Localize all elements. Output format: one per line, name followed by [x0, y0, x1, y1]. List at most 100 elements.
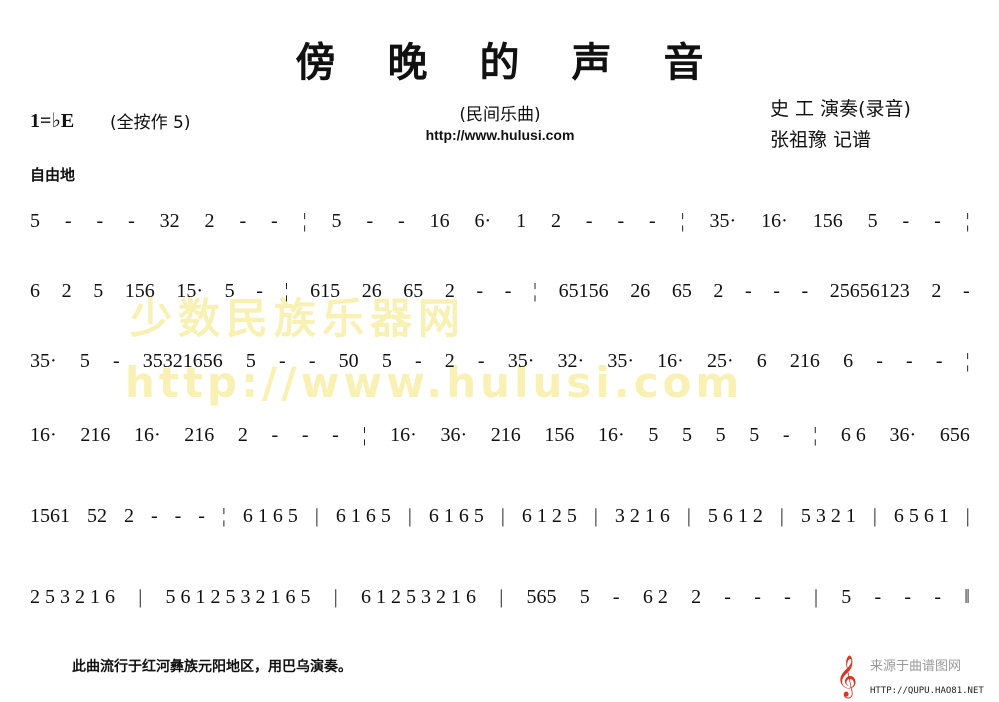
source-url: http://www.hulusi.com — [425, 127, 575, 143]
note-group: - — [112, 350, 120, 372]
note-group: - — [773, 280, 780, 302]
note-group: 16· — [133, 424, 161, 446]
fingering-note: (全按作 5) — [110, 113, 191, 133]
note-group: 5 — [79, 350, 90, 372]
note-group: 35· — [709, 210, 737, 232]
barline: | — [314, 505, 319, 527]
note-group: - — [801, 280, 809, 302]
note-group: 3 2 1 6 — [614, 505, 670, 527]
barline: | — [407, 505, 412, 527]
note-group: 5 — [715, 424, 726, 446]
note-group: 1 — [516, 210, 527, 232]
note-group: 65 — [671, 280, 692, 302]
note-group: 6 5 6 1 — [893, 505, 949, 527]
score-line: 2 5 3 2 1 6 | 5 6 1 2 5 3 2 1 6 5 | 6 1 2 5 … — [30, 586, 970, 609]
barline: ‖ — [964, 586, 970, 608]
note-group: 35321656 — [142, 350, 223, 372]
note-group: 6 — [30, 280, 40, 302]
note-group: 16· — [30, 424, 57, 446]
note-group: 2 — [444, 280, 455, 302]
barline: | — [333, 586, 338, 608]
note-group: 6 — [756, 350, 767, 372]
notator: 张祖豫 记谱 — [770, 129, 872, 151]
watermark-text: 少数民族乐器网 — [130, 294, 467, 343]
note-group: - — [784, 586, 791, 608]
note-group: 2 — [931, 280, 942, 302]
footnote: 此曲流行于红河彝族元阳地区，用巴乌演奏。 — [72, 659, 352, 675]
note-group: - — [617, 210, 625, 232]
note-group: - — [308, 350, 316, 372]
note-group: - — [477, 350, 485, 372]
genre-label: (民间乐曲) — [459, 105, 541, 125]
source-site: 来源于曲谱图网 — [870, 659, 962, 674]
barline: | — [138, 586, 143, 608]
note-group: 52 — [86, 505, 107, 527]
note-group: - — [150, 505, 158, 527]
note-group: - — [902, 210, 910, 232]
note-group: - — [934, 210, 941, 232]
barline: | — [872, 505, 877, 527]
note-group: 5 — [331, 210, 342, 232]
barline: | — [779, 505, 784, 527]
note-group: 2 — [713, 280, 724, 302]
note-group: 2 5 3 2 1 6 — [30, 586, 115, 608]
note-group: - — [271, 424, 279, 446]
note-group: - — [96, 210, 104, 232]
note-group: 6 1 2 5 3 2 1 6 — [360, 586, 476, 608]
note-group: 6 2 — [642, 586, 668, 608]
score-line: 5 - - - 32 2 - - ¦ 5 - - 16 6· 1 2 - - - ¦ 35· 16· 156 5 - - ¦ — [30, 210, 970, 233]
note-group: 6 1 6 5 — [428, 505, 484, 527]
note-group: 25· — [706, 350, 734, 372]
note-group: 26 — [630, 280, 651, 302]
barline: ¦ — [813, 424, 818, 446]
note-group: - — [874, 586, 882, 608]
note-group: 5 6 1 2 — [707, 505, 763, 527]
note-group: 1561 — [30, 505, 70, 527]
note-group: - — [724, 586, 731, 608]
note-group: 2 — [123, 505, 134, 527]
barline: | — [593, 505, 598, 527]
tempo-marking: 自由地 — [30, 166, 76, 184]
note-group: 5 — [381, 350, 392, 372]
note-group: 216 — [490, 424, 521, 446]
barline: ¦ — [680, 210, 685, 232]
barline: | — [814, 586, 819, 608]
note-group: 5 — [224, 280, 235, 302]
note-group: 5 — [579, 586, 590, 608]
score-line: 1561 52 2- - - ¦ 6 1 6 5 | 6 1 6 5 | 6 1 6 5 | 6 1 2… — [30, 505, 970, 528]
note-group: - — [745, 280, 752, 302]
note-group: - — [612, 586, 620, 608]
source-site-url: HTTP://QUPU.HAO81.NET — [870, 686, 984, 696]
note-group: - — [649, 210, 656, 232]
note-group: - — [128, 210, 135, 232]
note-group: 6 1 2 5 — [521, 505, 577, 527]
note-group: 36· — [889, 424, 917, 446]
note-group: 5 — [867, 210, 878, 232]
note-group: 6 — [843, 350, 854, 372]
note-group: - — [414, 350, 422, 372]
note-group: - — [782, 424, 790, 446]
note-group: 15· — [176, 280, 204, 302]
note-group: 656 — [939, 424, 970, 446]
note-group: 156 — [124, 280, 155, 302]
note-group: - — [754, 586, 761, 608]
note-group: - — [279, 350, 286, 372]
note-group: 615 — [310, 280, 341, 302]
note-group: 25656123 — [829, 280, 910, 302]
note-group: 216 — [80, 424, 111, 446]
note-group: - — [585, 210, 593, 232]
note-group: 5 — [749, 424, 760, 446]
note-group: 2 — [550, 210, 561, 232]
note-group: - — [934, 586, 941, 608]
note-group: 16· — [657, 350, 684, 372]
page-title: 傍晚的声音 — [295, 40, 756, 86]
note-group: 6 6 — [840, 424, 866, 446]
note-group: - — [366, 210, 374, 232]
note-group: - — [174, 505, 182, 527]
note-group: 2 — [237, 424, 248, 446]
note-group: - — [935, 350, 943, 372]
note-group: - — [876, 350, 883, 372]
score-line: 16· 216 16· 216 2- - - ¦ 16· 36· 216 156 16· 5 5 5 5- ¦ 6 … — [30, 424, 970, 447]
treble-clef-logo-icon: 𝄞 — [836, 656, 858, 696]
note-group: - — [332, 424, 339, 446]
